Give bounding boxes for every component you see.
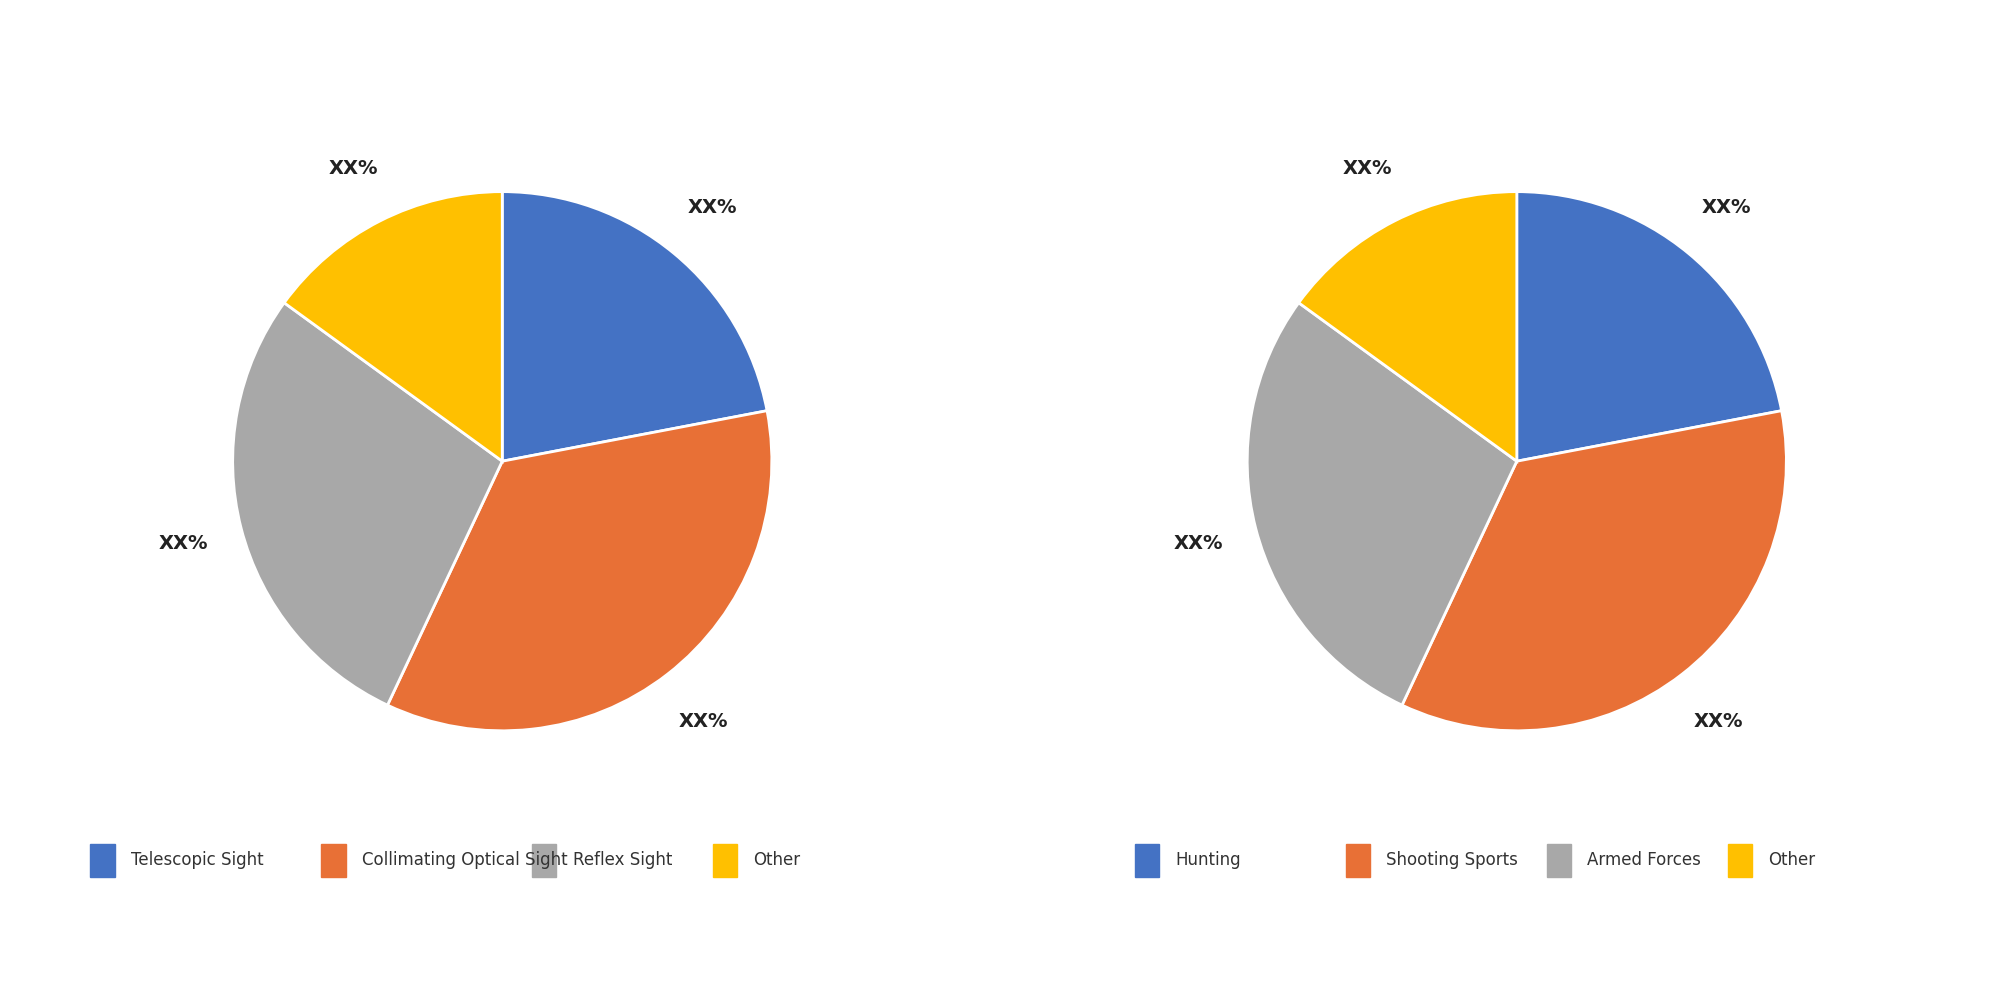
Text: Armed Forces: Armed Forces	[1587, 851, 1702, 870]
Wedge shape	[1248, 303, 1517, 705]
Text: Reflex Sight: Reflex Sight	[573, 851, 671, 870]
Text: XX%: XX%	[159, 534, 209, 553]
Text: Fig. Global Rifle Scope Market Share by Product Types & Application: Fig. Global Rifle Scope Market Share by …	[24, 50, 1043, 76]
Bar	[321, 844, 346, 877]
Text: Email: sales@theindustrystats.com: Email: sales@theindustrystats.com	[854, 945, 1155, 961]
Text: Other: Other	[753, 851, 800, 870]
Wedge shape	[388, 411, 771, 731]
Wedge shape	[1517, 192, 1782, 461]
Text: XX%: XX%	[687, 199, 737, 218]
Text: Hunting: Hunting	[1175, 851, 1242, 870]
Text: Website: www.theindustrystats.com: Website: www.theindustrystats.com	[1673, 945, 1985, 961]
Text: XX%: XX%	[1342, 159, 1392, 178]
Bar	[1728, 844, 1752, 877]
Wedge shape	[1402, 411, 1786, 731]
Text: XX%: XX%	[327, 159, 378, 178]
Bar	[713, 844, 737, 877]
Bar	[1135, 844, 1159, 877]
Bar	[1346, 844, 1370, 877]
Text: XX%: XX%	[1702, 199, 1752, 218]
Text: XX%: XX%	[1173, 534, 1223, 553]
Text: Telescopic Sight: Telescopic Sight	[131, 851, 263, 870]
Wedge shape	[283, 192, 502, 461]
Wedge shape	[502, 192, 767, 461]
Wedge shape	[1298, 192, 1517, 461]
Bar	[532, 844, 556, 877]
Bar	[90, 844, 115, 877]
Text: Shooting Sports: Shooting Sports	[1386, 851, 1519, 870]
Wedge shape	[233, 303, 502, 705]
Text: Source: Theindustrystats Analysis: Source: Theindustrystats Analysis	[24, 945, 317, 961]
Text: Collimating Optical Sight: Collimating Optical Sight	[362, 851, 567, 870]
Text: XX%: XX%	[1694, 712, 1744, 731]
Text: XX%: XX%	[679, 712, 729, 731]
Bar	[1547, 844, 1571, 877]
Text: Other: Other	[1768, 851, 1814, 870]
